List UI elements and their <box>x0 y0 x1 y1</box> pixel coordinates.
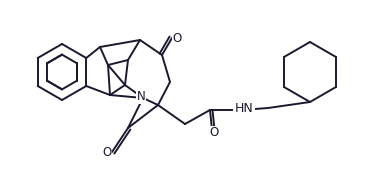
Text: N: N <box>136 90 146 103</box>
Text: HN: HN <box>234 102 253 116</box>
Text: O: O <box>103 145 112 158</box>
Text: O: O <box>209 126 219 139</box>
Text: O: O <box>172 31 182 44</box>
